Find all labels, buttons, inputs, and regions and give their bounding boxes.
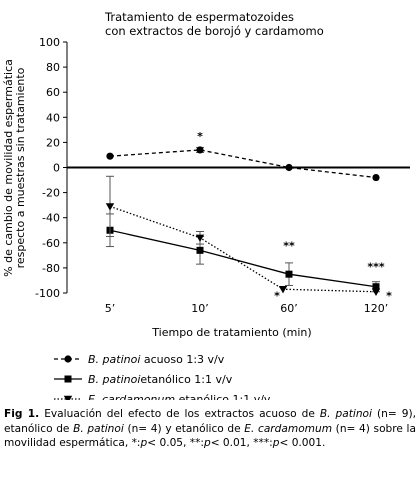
data-point [105, 203, 115, 211]
data-point [285, 163, 293, 172]
series-line [109, 229, 377, 288]
figure-caption: Fig 1. Evaluación del efecto de los extr… [4, 407, 416, 451]
y-tick-label: -60 [42, 237, 60, 250]
y-tick-label: 60 [46, 86, 60, 99]
x-tick-label: 60’ [280, 302, 298, 315]
series-2 [106, 213, 380, 293]
data-point [106, 152, 114, 160]
series-layer [105, 146, 381, 296]
y-tick-label: -40 [42, 212, 60, 225]
y-axis-label-line: % de cambio de movilidad espermática [2, 59, 15, 277]
significance-mark: * [274, 290, 280, 303]
legend-item: E. cardamonum etanólico 1:1 v/v [54, 393, 271, 400]
legend-label: B. patinoietanólico 1:1 v/v [88, 373, 233, 386]
y-tick-label: 0 [53, 162, 60, 175]
y-tick-label: 80 [46, 61, 60, 74]
axes: -100 -80 -60 -40 -20 0 20 40 60 80 100 5’ 10’ 60’ 120’ [35, 36, 410, 315]
data-point [196, 146, 204, 154]
legend-label: E. cardamonum etanólico 1:1 v/v [88, 393, 271, 400]
y-tick-label: 20 [46, 136, 60, 149]
legend: B. patinoi acuoso 1:3 v/v B. patinoietanó… [54, 353, 271, 400]
legend-marker [64, 355, 72, 363]
chart-title-line: con extractos de borojó y cardamomo [105, 24, 324, 38]
x-tick-label: 10’ [191, 302, 209, 315]
significance-mark: ** [283, 239, 295, 252]
legend-label: B. patinoi acuoso 1:3 v/v [88, 353, 225, 366]
significance-mark: *** [367, 261, 385, 274]
y-axis-label-line: respecto a muestras sin tratamiento [14, 67, 27, 268]
significance-mark: * [197, 130, 203, 143]
x-tick-label: 120’ [364, 302, 389, 315]
chart-title-line: Tratamiento de espermatozoides [104, 10, 294, 24]
y-tick-label: 40 [46, 111, 60, 124]
data-point [195, 234, 205, 242]
legend-marker [63, 395, 73, 400]
series-3 [105, 175, 381, 296]
data-point [372, 173, 380, 182]
y-tick-label: -20 [42, 187, 60, 200]
y-tick-label: -80 [42, 262, 60, 275]
data-point [372, 283, 380, 291]
y-tick-label: -100 [35, 287, 60, 300]
data-point [371, 288, 381, 296]
series-1 [106, 146, 380, 182]
legend-item: B. patinoi acuoso 1:3 v/v [54, 353, 225, 366]
x-tick-label: 5’ [105, 302, 116, 315]
y-tick-label: 100 [39, 36, 60, 49]
caption-text: Evaluación del efecto de los extractos a… [4, 408, 416, 449]
legend-item: B. patinoietanólico 1:1 v/v [54, 373, 233, 386]
y-axis-label: % de cambio de movilidad espermática resp… [2, 59, 27, 277]
significance-annotations: ******* * [197, 130, 392, 302]
series-line [109, 149, 377, 179]
legend-marker [64, 375, 72, 383]
data-point [278, 286, 288, 294]
series-line [109, 205, 377, 293]
x-axis-label: Tiempo de tratamiento (min) [151, 326, 311, 339]
data-point [285, 270, 293, 278]
caption-label: Fig 1. [4, 408, 40, 420]
data-point [196, 246, 204, 254]
significance-mark: * [386, 290, 392, 303]
